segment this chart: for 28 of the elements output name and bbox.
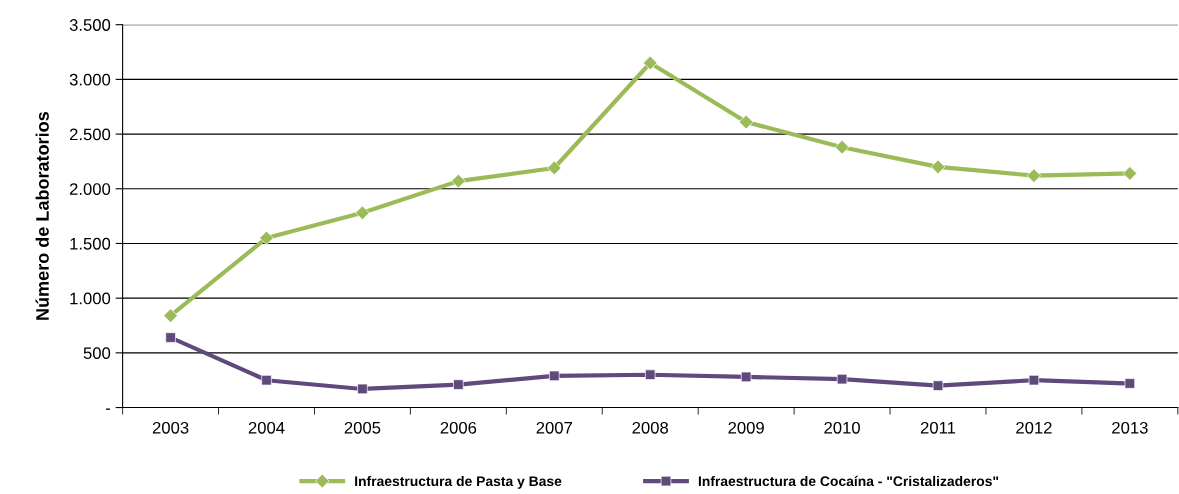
x-tick-label: 2009	[728, 421, 764, 434]
y-tick-label: -	[106, 408, 111, 410]
point	[547, 160, 562, 176]
x-tick-label: 2012	[1016, 421, 1052, 434]
y-tick-label: 1.000	[70, 292, 111, 305]
y-tick-label: 3.500	[69, 19, 111, 31]
point	[1028, 374, 1040, 386]
legend-label: Infraestructura de Pasta y Base	[355, 475, 562, 489]
legend-label: Infraestructura de Cocaína - "Cristalizaderos"	[698, 475, 999, 487]
x-tick-label: 2005	[344, 421, 381, 434]
y-tick-label: 500	[83, 347, 111, 360]
x-tick-label: 2013	[1112, 421, 1148, 434]
y-tick-label: 3.000	[69, 73, 111, 86]
y-axis-title: Número de Laboratorios	[35, 112, 49, 320]
y-tick-label: 2.000	[69, 183, 111, 195]
point	[642, 55, 658, 71]
x-tick-label: 2004	[248, 421, 285, 434]
x-tick-label: 2008	[632, 421, 669, 434]
x-tick-label: 2010	[824, 421, 860, 434]
x-tick-label: 2006	[440, 421, 477, 434]
point	[834, 139, 850, 155]
point	[836, 373, 848, 385]
x-tick-label: 2011	[920, 421, 956, 434]
x-tick-label: 2003	[152, 421, 189, 434]
y-tick-label: 2.500	[69, 128, 111, 141]
point	[549, 370, 560, 382]
y-tick-label: 1.500	[70, 237, 111, 250]
x-tick-label: 2007	[536, 421, 572, 434]
